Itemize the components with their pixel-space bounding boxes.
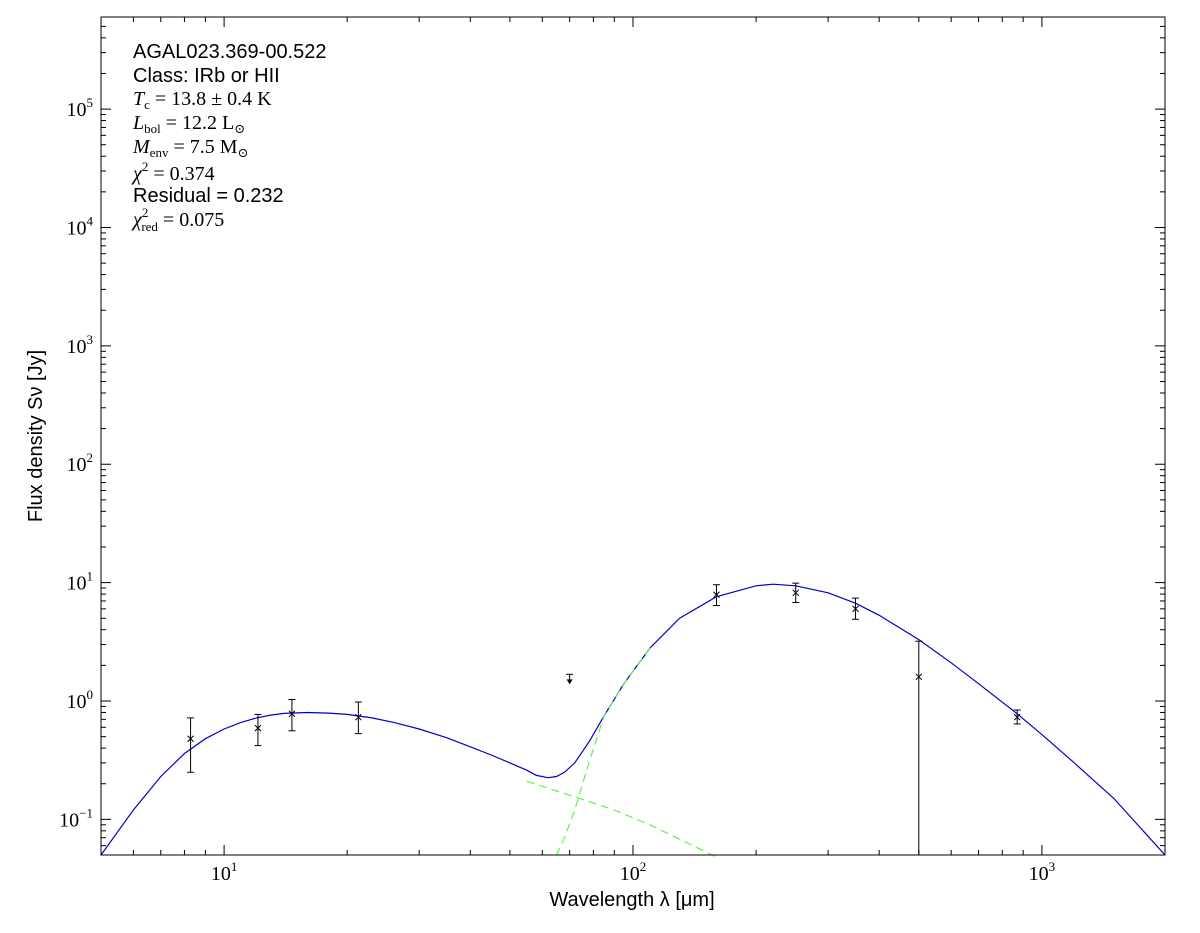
total-fit-curve [100,583,1166,856]
data-point-marker [254,724,262,732]
x-axis-label: Wavelength λ [μm] [549,889,714,911]
data-point-marker [187,735,194,743]
y-tick-label: 105 [67,95,94,121]
cold-component-curve [555,647,651,856]
chi2-line: χ2 = 0.374 [131,159,215,185]
residual-label: Residual = 0.232 [133,185,284,207]
data-point-marker [852,605,859,613]
x-tick-label: 103 [1029,859,1056,885]
y-axis-label: Flux density Sν [Jy] [25,350,47,522]
source-name: AGAL023.369-00.522 [133,41,327,63]
data-point-marker [792,589,800,597]
model-curves [100,583,1166,858]
lbol-line: Lbol = 12.2 L⊙ [132,112,245,136]
data-point-marker [713,591,720,599]
y-tick-label: 102 [67,450,94,476]
menv-line: Menv = 7.5 M⊙ [132,136,248,160]
axis-ticks: 101 102 103 10−1 100 101 102 103 104 105 [59,16,1166,885]
y-tick-label: 10−1 [59,805,93,831]
x-tick-label: 102 [620,859,647,885]
warm-component-curve [526,780,717,858]
data-points [187,582,1021,855]
data-point-marker [288,710,296,718]
tc-line: Tc = 13.8 ± 0.4 K [133,88,272,112]
y-tick-label: 104 [67,213,94,239]
y-tick-label: 100 [67,687,94,713]
chi2red-line: χ2 red = 0.075 [131,205,224,234]
y-tick-label: 101 [67,569,94,595]
y-tick-label: 103 [67,332,94,358]
upper-limit-arrow [566,679,573,685]
data-point-marker [915,673,923,681]
annotation-block: AGAL023.369-00.522 Class: IRb or HII Tc … [131,41,327,234]
x-tick-label: 101 [211,859,238,885]
data-point-marker [1013,713,1021,721]
plot-frame [100,16,1166,856]
class-label: Class: IRb or HII [133,65,280,87]
data-point-marker [355,713,362,721]
